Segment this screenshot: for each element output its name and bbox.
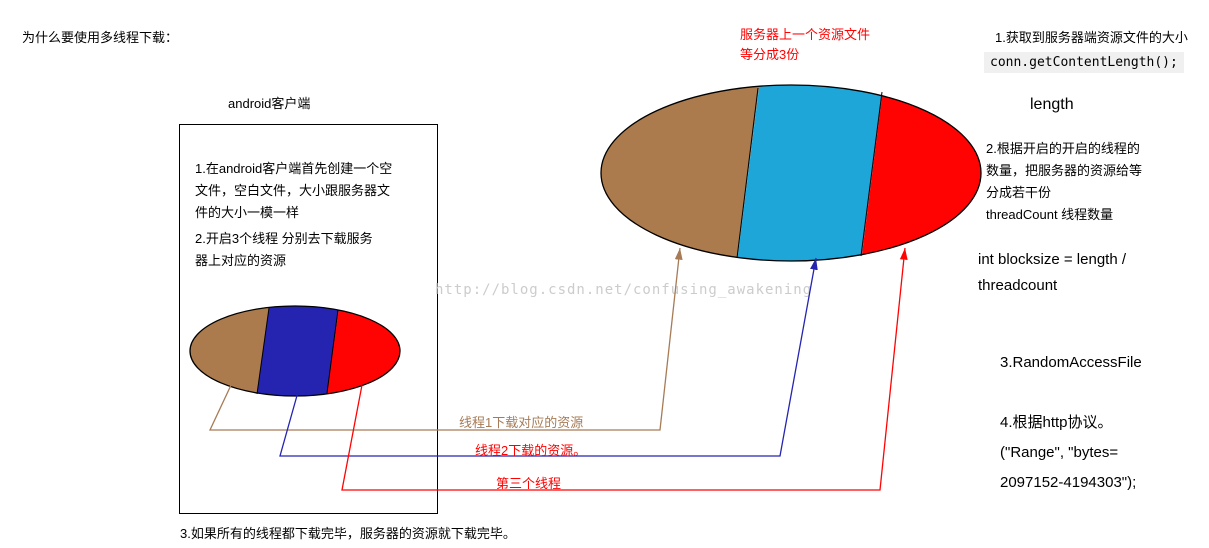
client-step2-line1: 2.开启3个线程 分别去下载服务 (195, 228, 392, 250)
right-code1: conn.getContentLength(); (984, 52, 1184, 73)
arrow3-label: 第三个线程 (496, 473, 561, 492)
server-label-l1: 服务器上一个资源文件 (740, 25, 870, 45)
watermark: http://blog.csdn.net/confusing_awakening (435, 282, 812, 298)
right-block-l2: threadcount (978, 273, 1126, 299)
client-title: android客户端 (228, 93, 310, 112)
right-step4: 4.根据http协议。 ("Range", "bytes= 2097152-41… (1000, 408, 1136, 498)
server-ellipse (590, 80, 990, 270)
arrow1-label: 线程1下载对应的资源 (459, 412, 583, 431)
right-step2-l2: 数量，把服务器的资源给等 (986, 160, 1142, 182)
server-label-l2: 等分成3份 (740, 45, 870, 65)
client-step1-line2: 文件，空白文件，大小跟服务器文 (195, 180, 392, 202)
right-length-label: length (1030, 96, 1074, 114)
client-step2-line2: 器上对应的资源 (195, 250, 392, 272)
bottom-step3: 3.如果所有的线程都下载完毕，服务器的资源就下载完毕。 (180, 523, 516, 542)
page-title: 为什么要使用多线程下载： (22, 27, 178, 46)
right-blocksize: int blocksize = length / threadcount (978, 247, 1126, 299)
right-step4-l1: 4.根据http协议。 (1000, 408, 1136, 438)
right-step1: 1.获取到服务器端资源文件的大小 (995, 27, 1188, 46)
right-step3: 3.RandomAccessFile (1000, 354, 1142, 371)
server-label: 服务器上一个资源文件 等分成3份 (740, 25, 870, 65)
right-step2: 2.根据开启的开启的线程的 数量，把服务器的资源给等 分成若干份 threadC… (986, 138, 1142, 226)
right-step4-l3: 2097152-4194303"); (1000, 468, 1136, 498)
right-step2-l3: 分成若干份 (986, 182, 1142, 204)
client-step1-line1: 1.在android客户端首先创建一个空 (195, 158, 392, 180)
client-step1: 1.在android客户端首先创建一个空 文件，空白文件，大小跟服务器文 件的大… (195, 158, 392, 272)
client-step1-line3: 件的大小一模一样 (195, 202, 392, 224)
right-step2-l1: 2.根据开启的开启的线程的 (986, 138, 1142, 160)
right-step4-l2: ("Range", "bytes= (1000, 438, 1136, 468)
right-block-l1: int blocksize = length / (978, 247, 1126, 273)
right-step2-l4: threadCount 线程数量 (986, 204, 1142, 226)
arrow2-label: 线程2下载的资源。 (475, 440, 586, 459)
